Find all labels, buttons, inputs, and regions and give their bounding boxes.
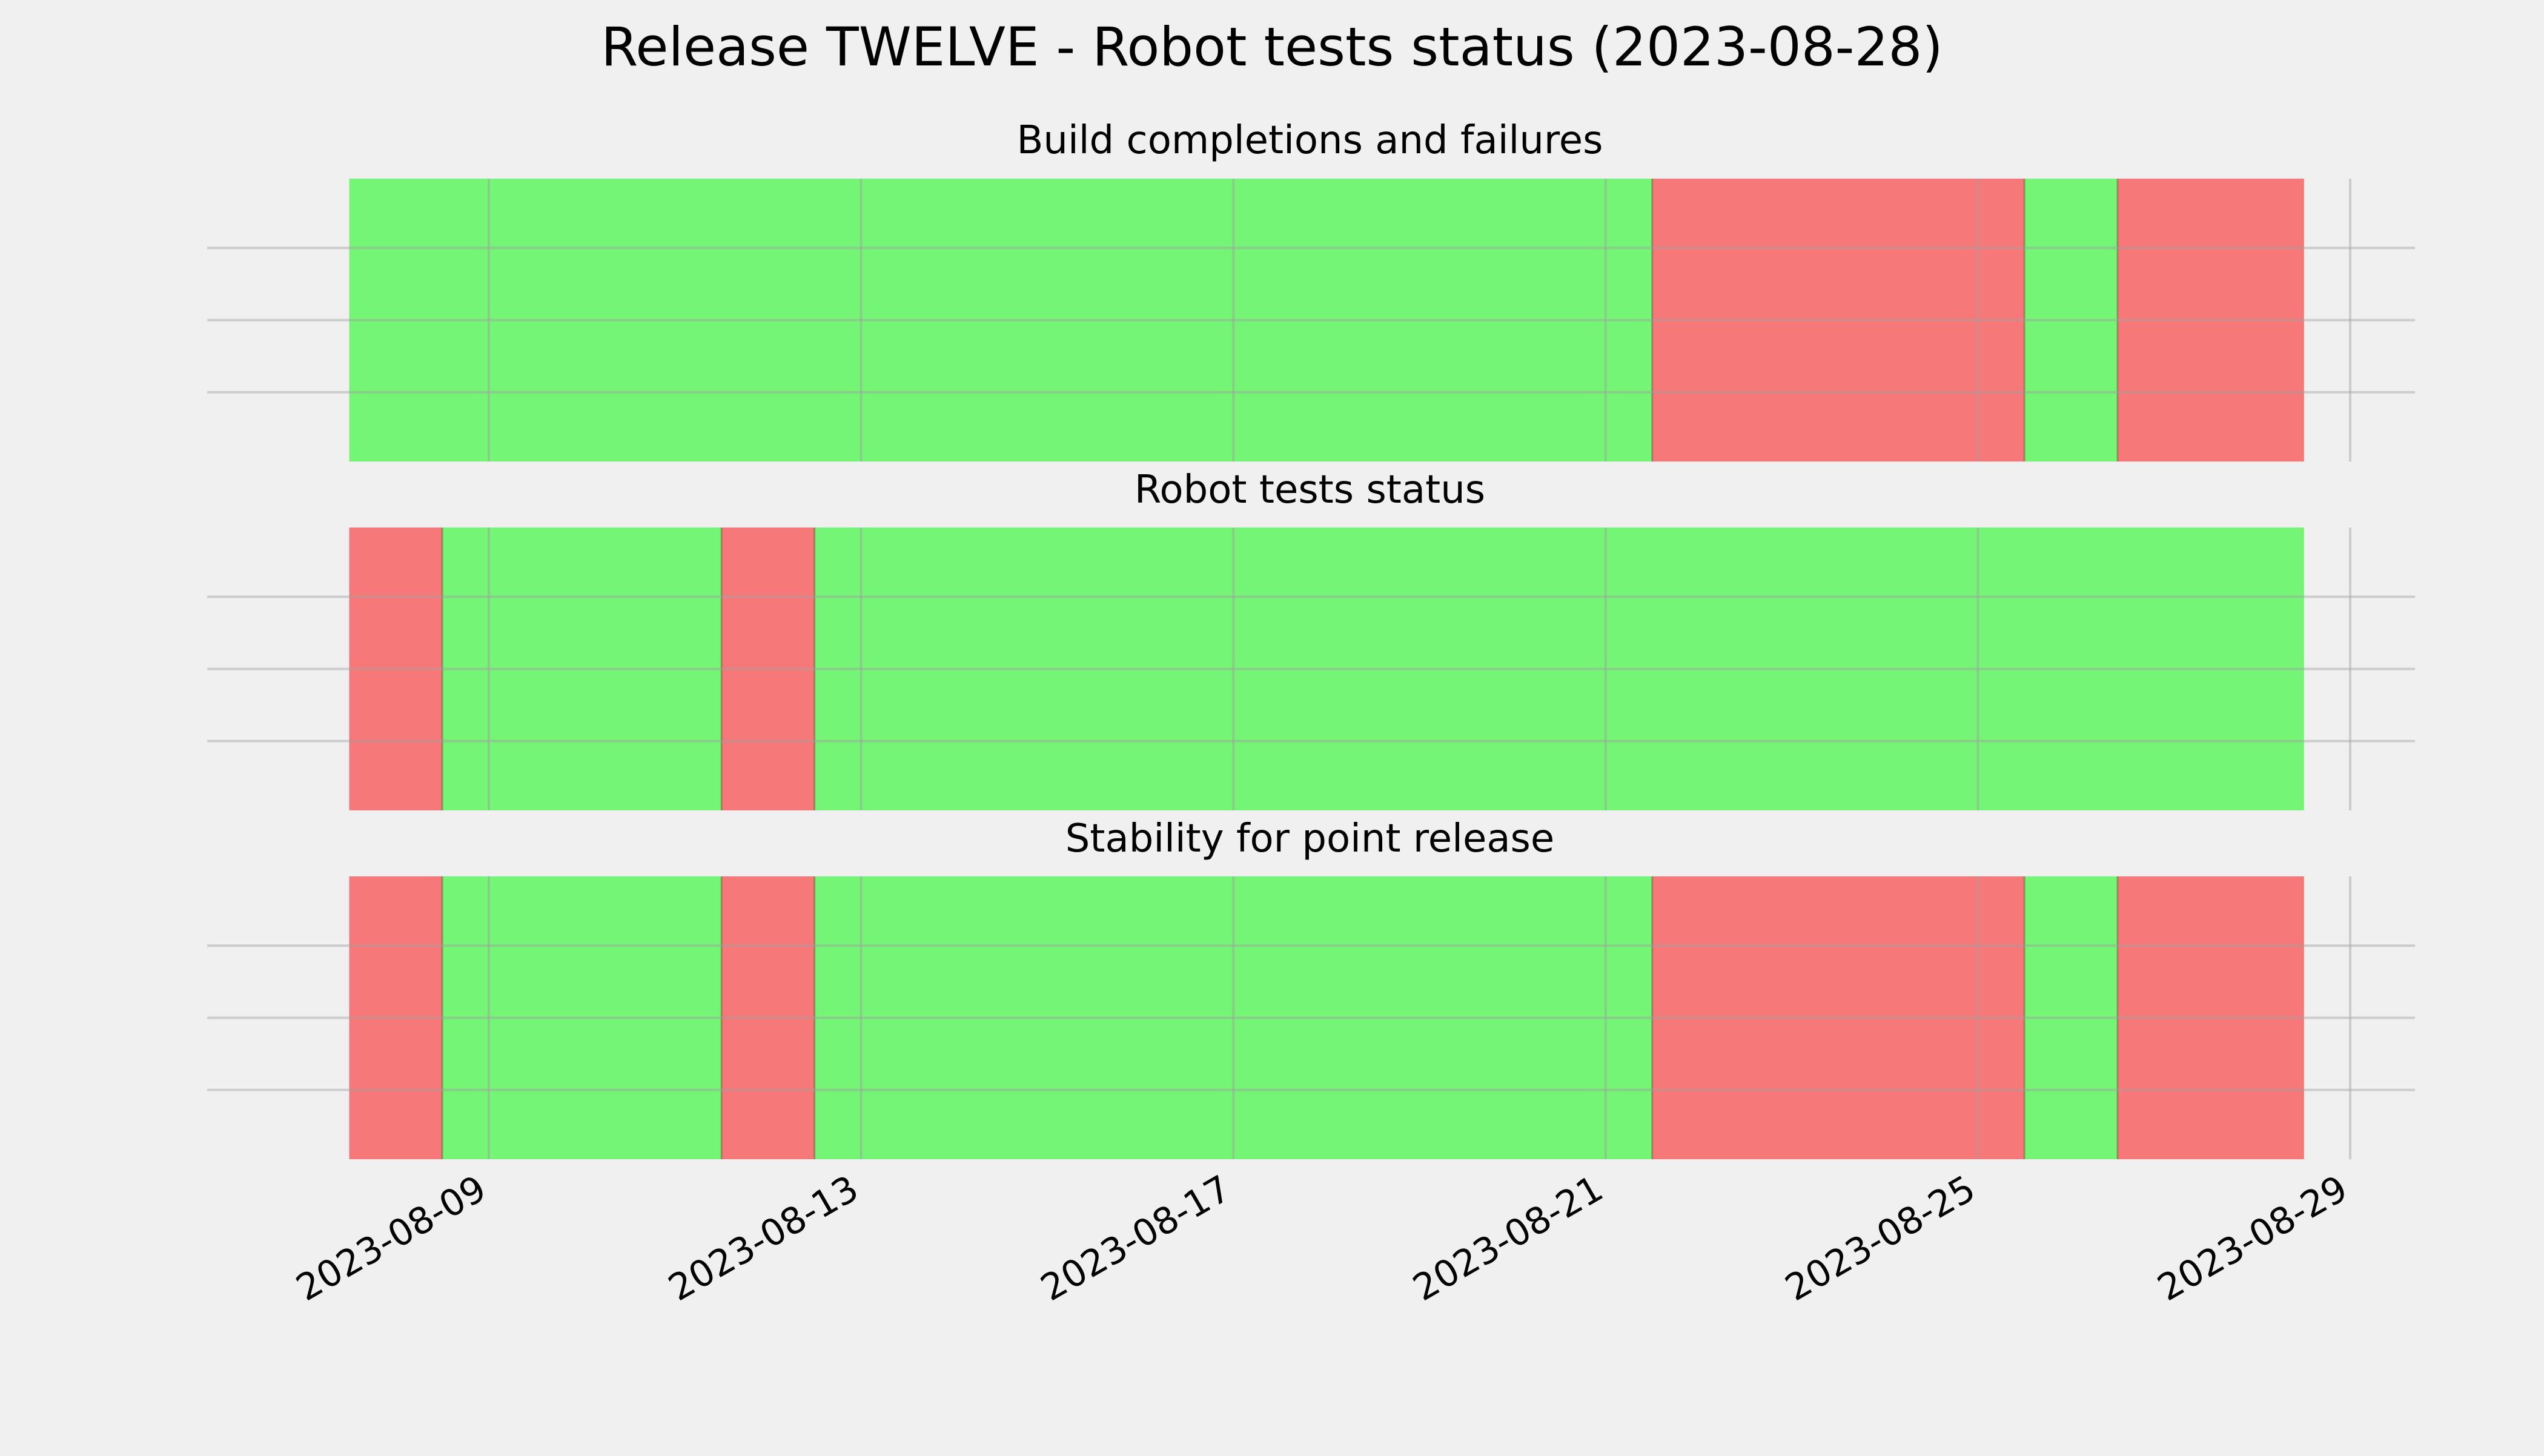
- status-bar: [1466, 876, 1560, 1159]
- status-bar: [535, 528, 629, 810]
- status-bar: [349, 876, 443, 1159]
- panel-title: Build completions and failures: [1017, 118, 1603, 163]
- status-bar: [2210, 179, 2304, 462]
- status-bar: [1093, 528, 1187, 810]
- status-bar: [2117, 179, 2211, 462]
- status-bar: [1931, 528, 2025, 810]
- status-bar: [442, 179, 536, 462]
- status-bar: [721, 876, 815, 1159]
- chart-title: Release TWELVE - Robot tests status (202…: [601, 16, 1943, 78]
- status-bar: [1280, 179, 1374, 462]
- panel-1: Build completions and failures: [207, 118, 2415, 462]
- status-bar: [1373, 179, 1466, 462]
- status-bar: [535, 876, 629, 1159]
- status-bar: [1187, 179, 1280, 462]
- status-bar: [814, 179, 908, 462]
- status-bar: [1745, 876, 1839, 1159]
- status-bar: [1652, 876, 1746, 1159]
- panel-title: Robot tests status: [1135, 468, 1485, 512]
- status-bar: [1280, 528, 1374, 810]
- status-bar: [2117, 876, 2211, 1159]
- status-bar: [349, 179, 443, 462]
- status-bar: [535, 179, 629, 462]
- status-bar: [628, 876, 722, 1159]
- status-bar: [907, 876, 1001, 1159]
- status-bar: [1559, 876, 1653, 1159]
- status-bar: [1838, 876, 1932, 1159]
- status-bar: [1559, 528, 1653, 810]
- x-tick-label: 2023-08-13: [661, 1167, 866, 1309]
- status-bar: [2210, 876, 2304, 1159]
- status-bar: [2024, 876, 2118, 1159]
- status-bar: [628, 179, 722, 462]
- status-bar: [1466, 528, 1560, 810]
- status-bar: [1931, 876, 2025, 1159]
- status-bar: [1373, 528, 1466, 810]
- status-bar: [628, 528, 722, 810]
- status-bar: [2210, 528, 2304, 810]
- status-bar: [907, 528, 1001, 810]
- x-tick-label: 2023-08-17: [1034, 1167, 1238, 1309]
- status-bar: [721, 528, 815, 810]
- status-bar: [721, 179, 815, 462]
- status-bar: [907, 179, 1001, 462]
- status-bar: [349, 528, 443, 810]
- status-bar: [1373, 876, 1466, 1159]
- x-tick-label: 2023-08-09: [290, 1167, 494, 1309]
- panel-3: Stability for point release: [207, 816, 2415, 1159]
- status-bar: [1745, 179, 1839, 462]
- status-bar: [1001, 528, 1095, 810]
- x-tick-label: 2023-08-29: [2151, 1167, 2355, 1309]
- status-bar: [2117, 528, 2211, 810]
- status-bar: [1187, 528, 1280, 810]
- status-bar: [442, 528, 536, 810]
- status-bar: [814, 876, 908, 1159]
- status-bar: [1093, 876, 1187, 1159]
- status-bar: [1838, 179, 1932, 462]
- x-tick-label: 2023-08-21: [1406, 1167, 1610, 1309]
- panel-2: Robot tests status: [207, 468, 2415, 810]
- status-bar: [1466, 179, 1560, 462]
- status-bar: [1652, 528, 1746, 810]
- status-bar: [1001, 876, 1095, 1159]
- status-bar: [442, 876, 536, 1159]
- status-bar: [1001, 179, 1095, 462]
- panel-title: Stability for point release: [1065, 816, 1555, 861]
- status-bar: [2024, 528, 2118, 810]
- status-bar: [1280, 876, 1374, 1159]
- status-bar: [1187, 876, 1280, 1159]
- status-bar: [1838, 528, 1932, 810]
- status-bar: [2024, 179, 2118, 462]
- status-bar: [1559, 179, 1653, 462]
- status-bar: [814, 528, 908, 810]
- status-bar: [1745, 528, 1839, 810]
- x-tick-label: 2023-08-25: [1778, 1167, 1983, 1309]
- status-bar: [1652, 179, 1746, 462]
- status-bar: [1093, 179, 1187, 462]
- status-bar: [1931, 179, 2025, 462]
